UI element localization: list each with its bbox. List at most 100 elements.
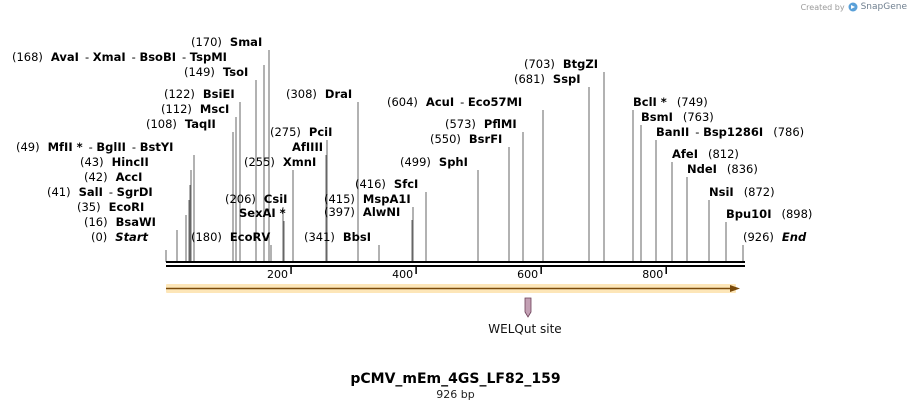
restriction-site: (122) BsiEI <box>164 87 235 101</box>
snapgene-credit: Created by SnapGene <box>801 2 907 12</box>
restriction-site: (275) PciI <box>270 125 332 139</box>
welqut-site-label: WELQut site <box>488 322 561 336</box>
enzyme-name: SspI <box>553 72 581 86</box>
restriction-site: (170) SmaI <box>191 35 262 49</box>
enzyme-name: PflMI <box>484 117 517 131</box>
enzyme-name: NsiI <box>709 185 734 199</box>
enzyme-name: MscI <box>200 102 229 116</box>
enzyme-name: AcuI <box>426 95 454 109</box>
restriction-site: (308) DraI <box>286 87 352 101</box>
site-position: (573) <box>445 117 476 131</box>
site-separator: - <box>85 50 89 64</box>
site-position: (255) <box>244 155 275 169</box>
restriction-site: (573) PflMI <box>445 117 517 131</box>
enzyme-name: XmnI <box>283 155 316 169</box>
restriction-site: (255) XmnI <box>244 155 316 169</box>
site-position: (0) <box>91 230 107 244</box>
ruler-tick-label: 400 <box>392 268 413 281</box>
restriction-site: (341) BbsI <box>304 230 371 244</box>
restriction-site: BsmI (763) <box>641 110 714 124</box>
site-separator: - <box>89 140 93 154</box>
restriction-site: (0) Start <box>91 230 149 244</box>
enzyme-name: BstYI <box>140 140 174 154</box>
site-position: (703) <box>524 57 555 71</box>
restriction-site: (49) MfII * - BglII - BstYI <box>16 140 173 154</box>
site-position: (49) <box>16 140 40 154</box>
ruler-tick-label: 200 <box>267 268 288 281</box>
enzyme-name: AlwNI <box>363 205 400 219</box>
enzyme-name: AfeI <box>672 147 698 161</box>
site-position: (149) <box>184 65 215 79</box>
enzyme-name: EcoRI <box>109 200 145 214</box>
site-position: (786) <box>773 125 804 139</box>
site-separator: - <box>460 95 464 109</box>
snapgene-logo-icon <box>848 2 858 12</box>
site-position: (604) <box>387 95 418 109</box>
site-lines <box>165 50 744 262</box>
site-position: (550) <box>430 132 461 146</box>
site-separator: - <box>132 50 136 64</box>
plasmid-length: 926 bp <box>436 388 475 401</box>
enzyme-name: End <box>782 230 807 244</box>
site-position: (180) <box>191 230 222 244</box>
enzyme-name: TspMI <box>190 50 227 64</box>
ruler-tick-label: 600 <box>517 268 538 281</box>
enzyme-name: BsmI <box>641 110 673 124</box>
enzyme-name: BsoBI <box>139 50 176 64</box>
plasmid-name: pCMV_mEm_4GS_LF82_159 <box>350 371 561 387</box>
enzyme-name: BsaWI <box>116 215 156 229</box>
restriction-site: (16) BsaWI <box>84 215 156 229</box>
enzyme-name: DraI <box>325 87 352 101</box>
enzyme-name: BsiEI <box>203 87 235 101</box>
ruler: 200 400 600 800 <box>267 267 667 281</box>
restriction-site: SexAI * <box>239 206 286 220</box>
welqut-site-marker <box>524 297 532 318</box>
restriction-site: BclI * (749) <box>633 95 708 109</box>
site-labels: (0) Start(16) BsaWI(35) EcoRI(41) SalI - SgrDI… <box>12 35 812 244</box>
site-position: (112) <box>161 102 192 116</box>
site-position: (681) <box>514 72 545 86</box>
enzyme-name: HincII <box>112 155 149 169</box>
sequence-backbone <box>166 261 745 267</box>
site-position: (415) <box>324 192 355 206</box>
site-position: (122) <box>164 87 195 101</box>
orf-arrow <box>166 284 740 293</box>
enzyme-name: BsrFI <box>469 132 502 146</box>
site-separator: - <box>132 140 136 154</box>
enzyme-name: Bsp1286I <box>703 125 763 139</box>
site-position: (749) <box>677 95 708 109</box>
enzyme-name: SfcI <box>394 177 418 191</box>
restriction-site: (926) End <box>743 230 807 244</box>
site-separator: - <box>109 185 113 199</box>
enzyme-name: AccI <box>116 170 143 184</box>
site-position: (836) <box>727 162 758 176</box>
enzyme-name: SgrDI <box>117 185 153 199</box>
enzyme-name: SphI <box>439 155 468 169</box>
site-position: (926) <box>743 230 774 244</box>
restriction-site: (42) AccI <box>84 170 142 184</box>
credit-brand: SnapGene <box>860 2 907 12</box>
enzyme-name: AvaI <box>51 50 79 64</box>
enzyme-name: BanII <box>656 125 689 139</box>
restriction-site: Bpu10I (898) <box>726 207 812 221</box>
restriction-site: AfIIII <box>292 140 323 154</box>
site-position: (872) <box>744 185 775 199</box>
restriction-site: (681) SspI <box>514 72 581 86</box>
enzyme-name: Eco57MI <box>468 95 522 109</box>
restriction-site: NsiI (872) <box>709 185 775 199</box>
site-position: (275) <box>270 125 301 139</box>
enzyme-name: MfII * <box>48 140 83 154</box>
enzyme-name: BtgZI <box>563 57 598 71</box>
restriction-site: NdeI (836) <box>687 162 758 176</box>
enzyme-name: EcoRV <box>230 230 270 244</box>
restriction-site: (604) AcuI - Eco57MI <box>387 95 522 109</box>
enzyme-name: Start <box>115 230 148 244</box>
enzyme-name: PciI <box>309 125 332 139</box>
site-position: (812) <box>708 147 739 161</box>
site-position: (170) <box>191 35 222 49</box>
restriction-site: (149) TsoI <box>184 65 248 79</box>
restriction-site: (206) CsiI <box>225 192 287 206</box>
enzyme-name: SmaI <box>230 35 262 49</box>
site-position: (341) <box>304 230 335 244</box>
